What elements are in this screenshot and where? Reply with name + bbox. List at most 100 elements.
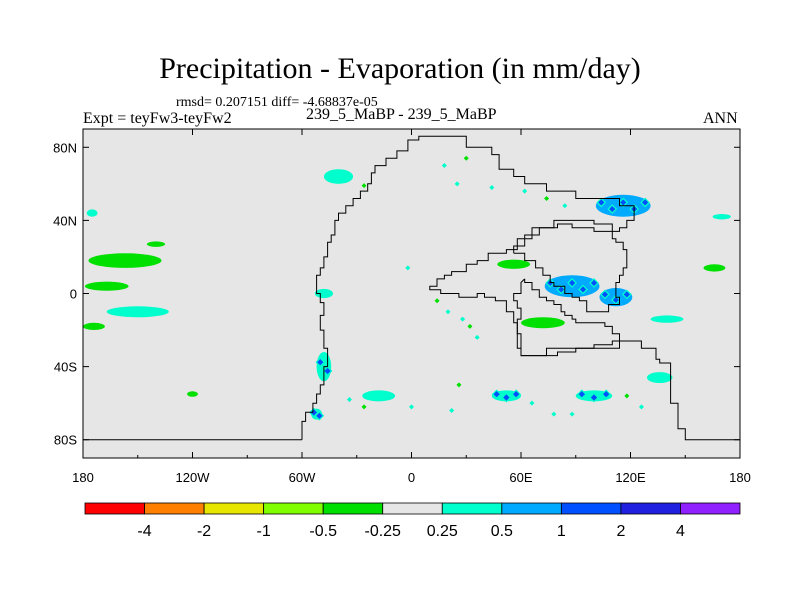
grid-diamond [576,389,587,400]
speckle-diamond [522,188,528,194]
colorbar-swatch [322,502,384,515]
grid-diamond [578,284,588,295]
y-tick-label: 40N [53,213,77,228]
x-tick-label: 60E [509,470,532,485]
speckle-diamond [638,404,644,410]
contour-west-pacific-negative-patch [703,264,726,272]
coastline [513,278,620,357]
x-tick-label: 180 [72,470,94,485]
colorbar-swatch [560,502,622,515]
grid-diamond [501,392,512,403]
grid-diamond [600,289,610,300]
speckle-diamond [454,181,460,187]
contour-northwest-pacific-positive-patch [712,213,731,220]
x-tick-label: 60W [289,470,316,485]
contour-west-south-pacific-negative-band [83,322,105,331]
contour-tropical-pacific-negative-band [84,281,129,291]
grid-diamond [322,366,333,376]
speckle-diamond [551,411,557,417]
colorbar-label: 2 [616,523,625,540]
colorbar-label: 1 [557,523,566,540]
grid-diamond [315,357,326,368]
speckle-diamond [463,155,469,161]
colorbar-label: -4 [137,523,151,540]
y-tick-label: 80N [53,140,77,155]
y-tick-label: 0 [70,287,77,302]
speckle-diamond [405,265,411,271]
grid-diamond [611,295,621,305]
grid-diamond [622,289,632,300]
grid-diamond [601,389,612,400]
colorbar-swatch [144,502,205,515]
colorbar-label: -0.5 [309,523,337,540]
grid-diamond [589,278,599,288]
colorbar-swatch [620,502,681,515]
speckle-diamond [489,184,495,190]
grid-diamond [618,197,629,208]
grid-diamond [491,389,502,400]
colorbar-swatch [203,502,265,515]
x-tick-label: 120W [176,470,211,485]
speckle-diamond [460,316,466,322]
x-tick-label: 0 [408,470,415,485]
contour-southern-ocean-positive-patch [646,372,673,384]
colorbar-label: -2 [197,523,211,540]
axis-ticks: 180 120W 60W 0 60E 120E 180 80N 40N 0 40S 80S [53,129,751,485]
contour-dateline-positive-patch [86,209,98,217]
colorbar-label: 0.25 [427,523,458,540]
grid-diamond [589,392,599,403]
speckle-diamond [449,407,455,413]
speckle-diamond [456,382,462,388]
experiment-label: Expt = teyFw3-teyFw2 [83,110,232,127]
colorbar-label: 4 [676,523,685,540]
speckle-diamond [346,397,352,403]
colorbar-swatch [263,502,324,515]
colorbar-swatch [501,502,562,515]
speckle-diamond [624,393,630,399]
speckle-diamond [445,309,451,315]
speckle-diamond [361,183,367,189]
colorbar-label: -1 [257,523,271,540]
grid-diamond [567,278,577,288]
colorbar-label: -0.25 [364,523,401,540]
speckle-diamond [474,334,480,340]
contour-indian-ocean-negative-band [521,317,565,329]
speckle-diamond [409,404,414,410]
case-label: 239_5_MaBP - 239_5_MaBP [306,106,497,123]
y-tick-label: 40S [54,360,77,375]
x-tick-label: 180 [729,470,751,485]
contour-south-atlantic-positive-patch [362,390,396,402]
grid-diamond [596,197,607,208]
contour-north-pacific-negative-band [146,241,166,247]
x-tick-label: 120E [615,470,646,485]
chart-title: Precipitation - Evaporation (in mm/day) [159,52,641,85]
coastline-layer [83,135,740,441]
colorbar: -4 -2 -1 -0.5 -0.25 0.25 0.5 1 2 4 [84,502,741,540]
speckle-diamond [569,411,575,417]
contour-arabian-negative-band [497,259,531,269]
grid-diamond [640,197,650,208]
contour-southwest-pacific-positive-patch [650,315,684,323]
speckle-diamond [529,400,535,406]
rmsd-diff-label: rmsd= 0.207151 diff= -4.68837e-05 [176,95,378,110]
colorbar-swatch [680,502,741,515]
season-label: ANN [703,110,738,127]
colorbar-swatch [84,502,145,515]
speckle-diamond [467,323,473,329]
contour-central-pacific-negative-band [88,253,162,268]
grid-diamond [556,284,566,295]
speckle-diamond [361,404,367,410]
grid-diamond [607,204,618,214]
contour-south-pacific-positive-band [106,306,169,318]
speckle-diamond [562,203,568,209]
grid-diamond [314,410,325,421]
speckle-diamond [434,298,440,304]
contour-greenland-positive-patch [323,169,354,184]
colorbar-swatch [382,502,443,515]
colorbar-swatch [441,502,503,515]
contour-southeast-pacific-negative-patch [187,391,198,397]
contour-amazon-positive-patch [314,288,334,299]
speckle-diamond [544,195,550,201]
grid-diamond [511,389,521,400]
